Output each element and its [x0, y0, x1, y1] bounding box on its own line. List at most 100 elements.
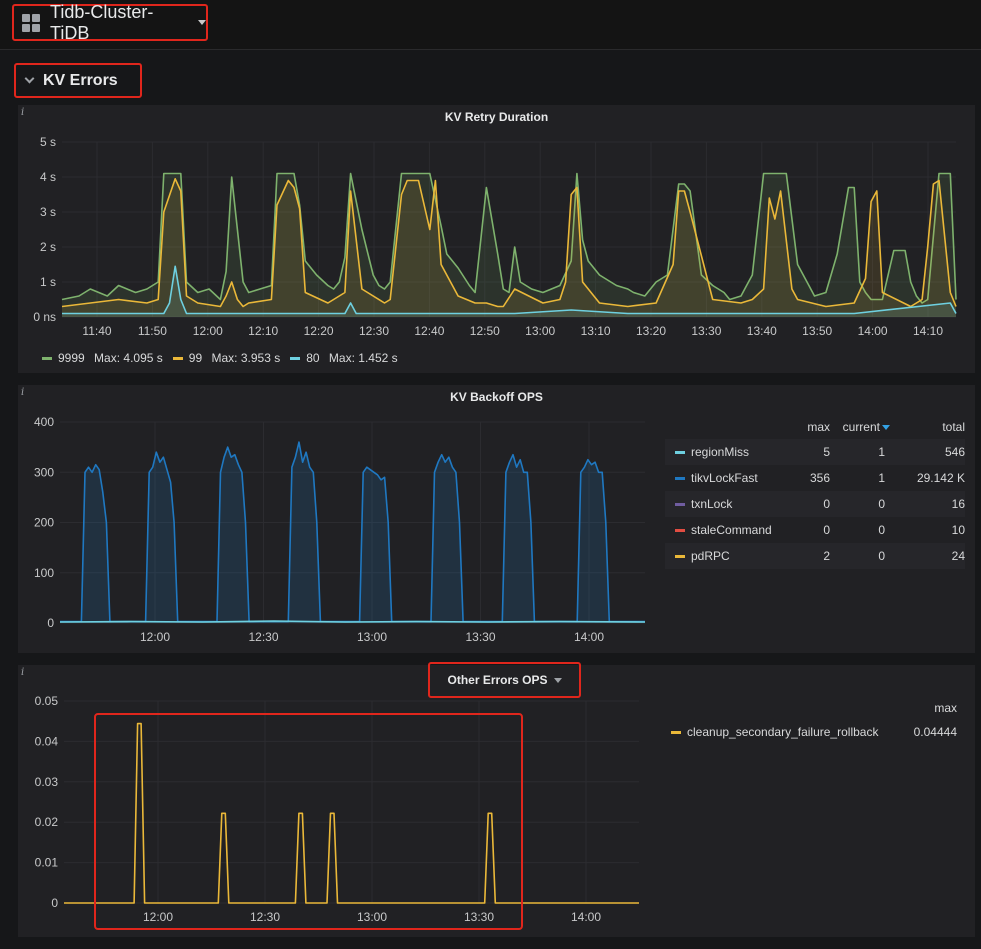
row-toggle-kv-errors[interactable]: KV Errors — [14, 63, 142, 98]
legend-row-staleCommand[interactable]: staleCommand 0 0 10 — [665, 517, 965, 543]
legend-header-max[interactable]: max — [934, 701, 957, 715]
sort-caret-icon — [882, 425, 890, 431]
x-tick-label: 12:50 — [470, 324, 500, 338]
legend-row-tikvLockFast[interactable]: tikvLockFast 356 1 29.142 K — [665, 465, 965, 491]
legend-total: 29.142 K — [916, 471, 965, 485]
x-tick-label: 13:30 — [691, 324, 721, 338]
legend-current: 1 — [878, 471, 885, 485]
x-tick-label: 14:00 — [571, 910, 601, 924]
legend-max: 0 — [823, 523, 830, 537]
x-tick-label: 13:40 — [747, 324, 777, 338]
y-tick-label: 100 — [34, 566, 54, 580]
legend-swatch — [675, 554, 685, 558]
y-tick-label: 2 s — [40, 240, 56, 254]
legend-swatch — [42, 356, 52, 360]
y-tick-label: 0.01 — [35, 856, 59, 870]
y-tick-label: 0.05 — [35, 694, 59, 708]
legend-item-9999[interactable]: 9999 Max: 4.095 s — [42, 351, 163, 365]
legend-series-name: staleCommand — [691, 523, 772, 537]
legend-max: 2 — [823, 549, 830, 563]
x-tick-label: 12:00 — [193, 324, 223, 338]
legend-header-row: max — [661, 697, 961, 719]
panel-info-icon[interactable]: i — [21, 107, 25, 118]
x-tick-label: 14:10 — [913, 324, 943, 338]
x-tick-label: 13:10 — [581, 324, 611, 338]
legend-header-row: max current total — [665, 415, 965, 439]
legend-swatch — [172, 356, 183, 360]
other-errors-chart[interactable]: 0 0.01 0.02 0.03 0.04 0.05 12:00 12:30 13:00 13:3… — [18, 665, 658, 937]
legend-row-cleanup[interactable]: cleanup_secondary_failure_rollback 0.044… — [661, 719, 961, 745]
legend-swatch — [671, 730, 681, 734]
legend-swatch — [675, 450, 685, 454]
legend-max-label: Max: — [211, 351, 238, 365]
x-tick-label: 13:30 — [464, 910, 494, 924]
legend-total: 10 — [951, 523, 965, 537]
x-tick-label: 13:30 — [465, 630, 495, 644]
y-tick-label: 0.02 — [35, 815, 59, 829]
x-tick-label: 12:30 — [359, 324, 389, 338]
legend-item-99[interactable]: 99 Max: 3.953 s — [172, 351, 280, 365]
caret-down-icon — [553, 677, 562, 683]
legend-row-txnLock[interactable]: txnLock 0 0 16 — [665, 491, 965, 517]
series-line-cleanup_secondary_failure_rollback[interactable] — [64, 722, 639, 904]
legend-header-max[interactable]: max — [807, 420, 830, 434]
legend-max: 0 — [823, 497, 830, 511]
panel-title[interactable]: KV Backoff OPS — [450, 390, 543, 404]
legend-current: 0 — [878, 497, 885, 511]
x-tick-label: 12:20 — [304, 324, 334, 338]
x-tick-label: 12:40 — [414, 324, 444, 338]
y-tick-label: 400 — [34, 415, 54, 429]
legend-swatch — [675, 502, 685, 506]
legend-row-pdRPC[interactable]: pdRPC 2 0 24 — [665, 543, 965, 569]
legend-swatch — [290, 356, 301, 360]
legend-series-name: 9999 — [58, 351, 85, 365]
x-tick-label: 14:00 — [574, 630, 604, 644]
series-line-9999[interactable] — [61, 172, 957, 304]
panel-title-other-errors[interactable]: Other Errors OPS — [428, 662, 581, 698]
legend-series-name: regionMiss — [691, 445, 750, 459]
kv-retry-chart[interactable]: 0 ns 1 s 2 s 3 s 4 s 5 s 11:40 11:50 12:00 12:10 1… — [18, 105, 975, 345]
y-tick-label: 300 — [34, 465, 54, 479]
panel-title[interactable]: KV Retry Duration — [444, 110, 549, 124]
y-tick-label: 1 s — [40, 275, 56, 289]
legend-header-current[interactable]: current — [830, 420, 890, 434]
x-tick-label: 13:20 — [636, 324, 666, 338]
series-line-80[interactable] — [62, 265, 957, 315]
legend-max-label: Max: — [328, 351, 355, 365]
x-tick-label: 12:00 — [143, 910, 173, 924]
x-tick-label: 13:00 — [525, 324, 555, 338]
legend-total: 16 — [951, 497, 965, 511]
x-tick-label: 14:00 — [858, 324, 888, 338]
legend-max: 0.04444 — [913, 725, 957, 739]
legend-series-name: 99 — [188, 351, 203, 365]
legend-table: max current total regionMiss 5 1 546 tik… — [665, 415, 965, 569]
series-fill-9999 — [62, 173, 956, 317]
legend-total: 24 — [951, 549, 965, 563]
legend-item-80[interactable]: 80 Max: 1.452 s — [290, 351, 398, 365]
series-fill-tikvLockFast — [60, 442, 645, 623]
panel-info-icon[interactable]: i — [21, 667, 25, 678]
panel-kv-retry-duration: i KV Retry Duration 0 ns 1 s 2 s 3 s 4 s 5 s 1… — [18, 105, 975, 373]
panel-info-icon[interactable]: i — [21, 387, 25, 398]
kv-backoff-chart[interactable]: 0 100 200 300 400 12:00 12:30 13:00 13:30 14:00 — [18, 385, 658, 653]
top-bar: Tidb-Cluster-TiDB — [0, 0, 981, 50]
legend-max-value: 1.452 s — [358, 351, 398, 365]
series-fill-cleanup_secondary_failure_rollback — [64, 724, 639, 903]
dashboard-title-picker[interactable]: Tidb-Cluster-TiDB — [12, 1, 208, 43]
legend-header-total[interactable]: total — [942, 420, 965, 434]
dashboard-title: Tidb-Cluster-TiDB — [50, 1, 154, 43]
y-tick-label: 0.03 — [35, 775, 59, 789]
legend-row-regionMiss[interactable]: regionMiss 5 1 546 — [665, 439, 965, 465]
chevron-down-icon — [24, 73, 35, 84]
y-tick-label: 4 s — [40, 170, 56, 184]
series-line-99[interactable] — [61, 178, 957, 308]
legend-max-value: 4.095 s — [123, 351, 163, 365]
legend-series-name: txnLock — [691, 497, 733, 511]
legend-table: max cleanup_secondary_failure_rollback 0… — [661, 697, 961, 745]
x-tick-label: 11:50 — [138, 324, 167, 338]
y-tick-label: 0 ns — [33, 310, 56, 324]
panel-other-errors-ops: i 0 0.01 0.02 0.03 0.04 0.05 12:00 12:30 13:00 13… — [18, 665, 975, 937]
legend: 9999 Max: 4.095 s 99 Max: 3.953 s 80 Max… — [42, 351, 408, 365]
series-line-regionMiss[interactable] — [59, 620, 646, 623]
legend-series-name: tikvLockFast — [691, 471, 758, 485]
